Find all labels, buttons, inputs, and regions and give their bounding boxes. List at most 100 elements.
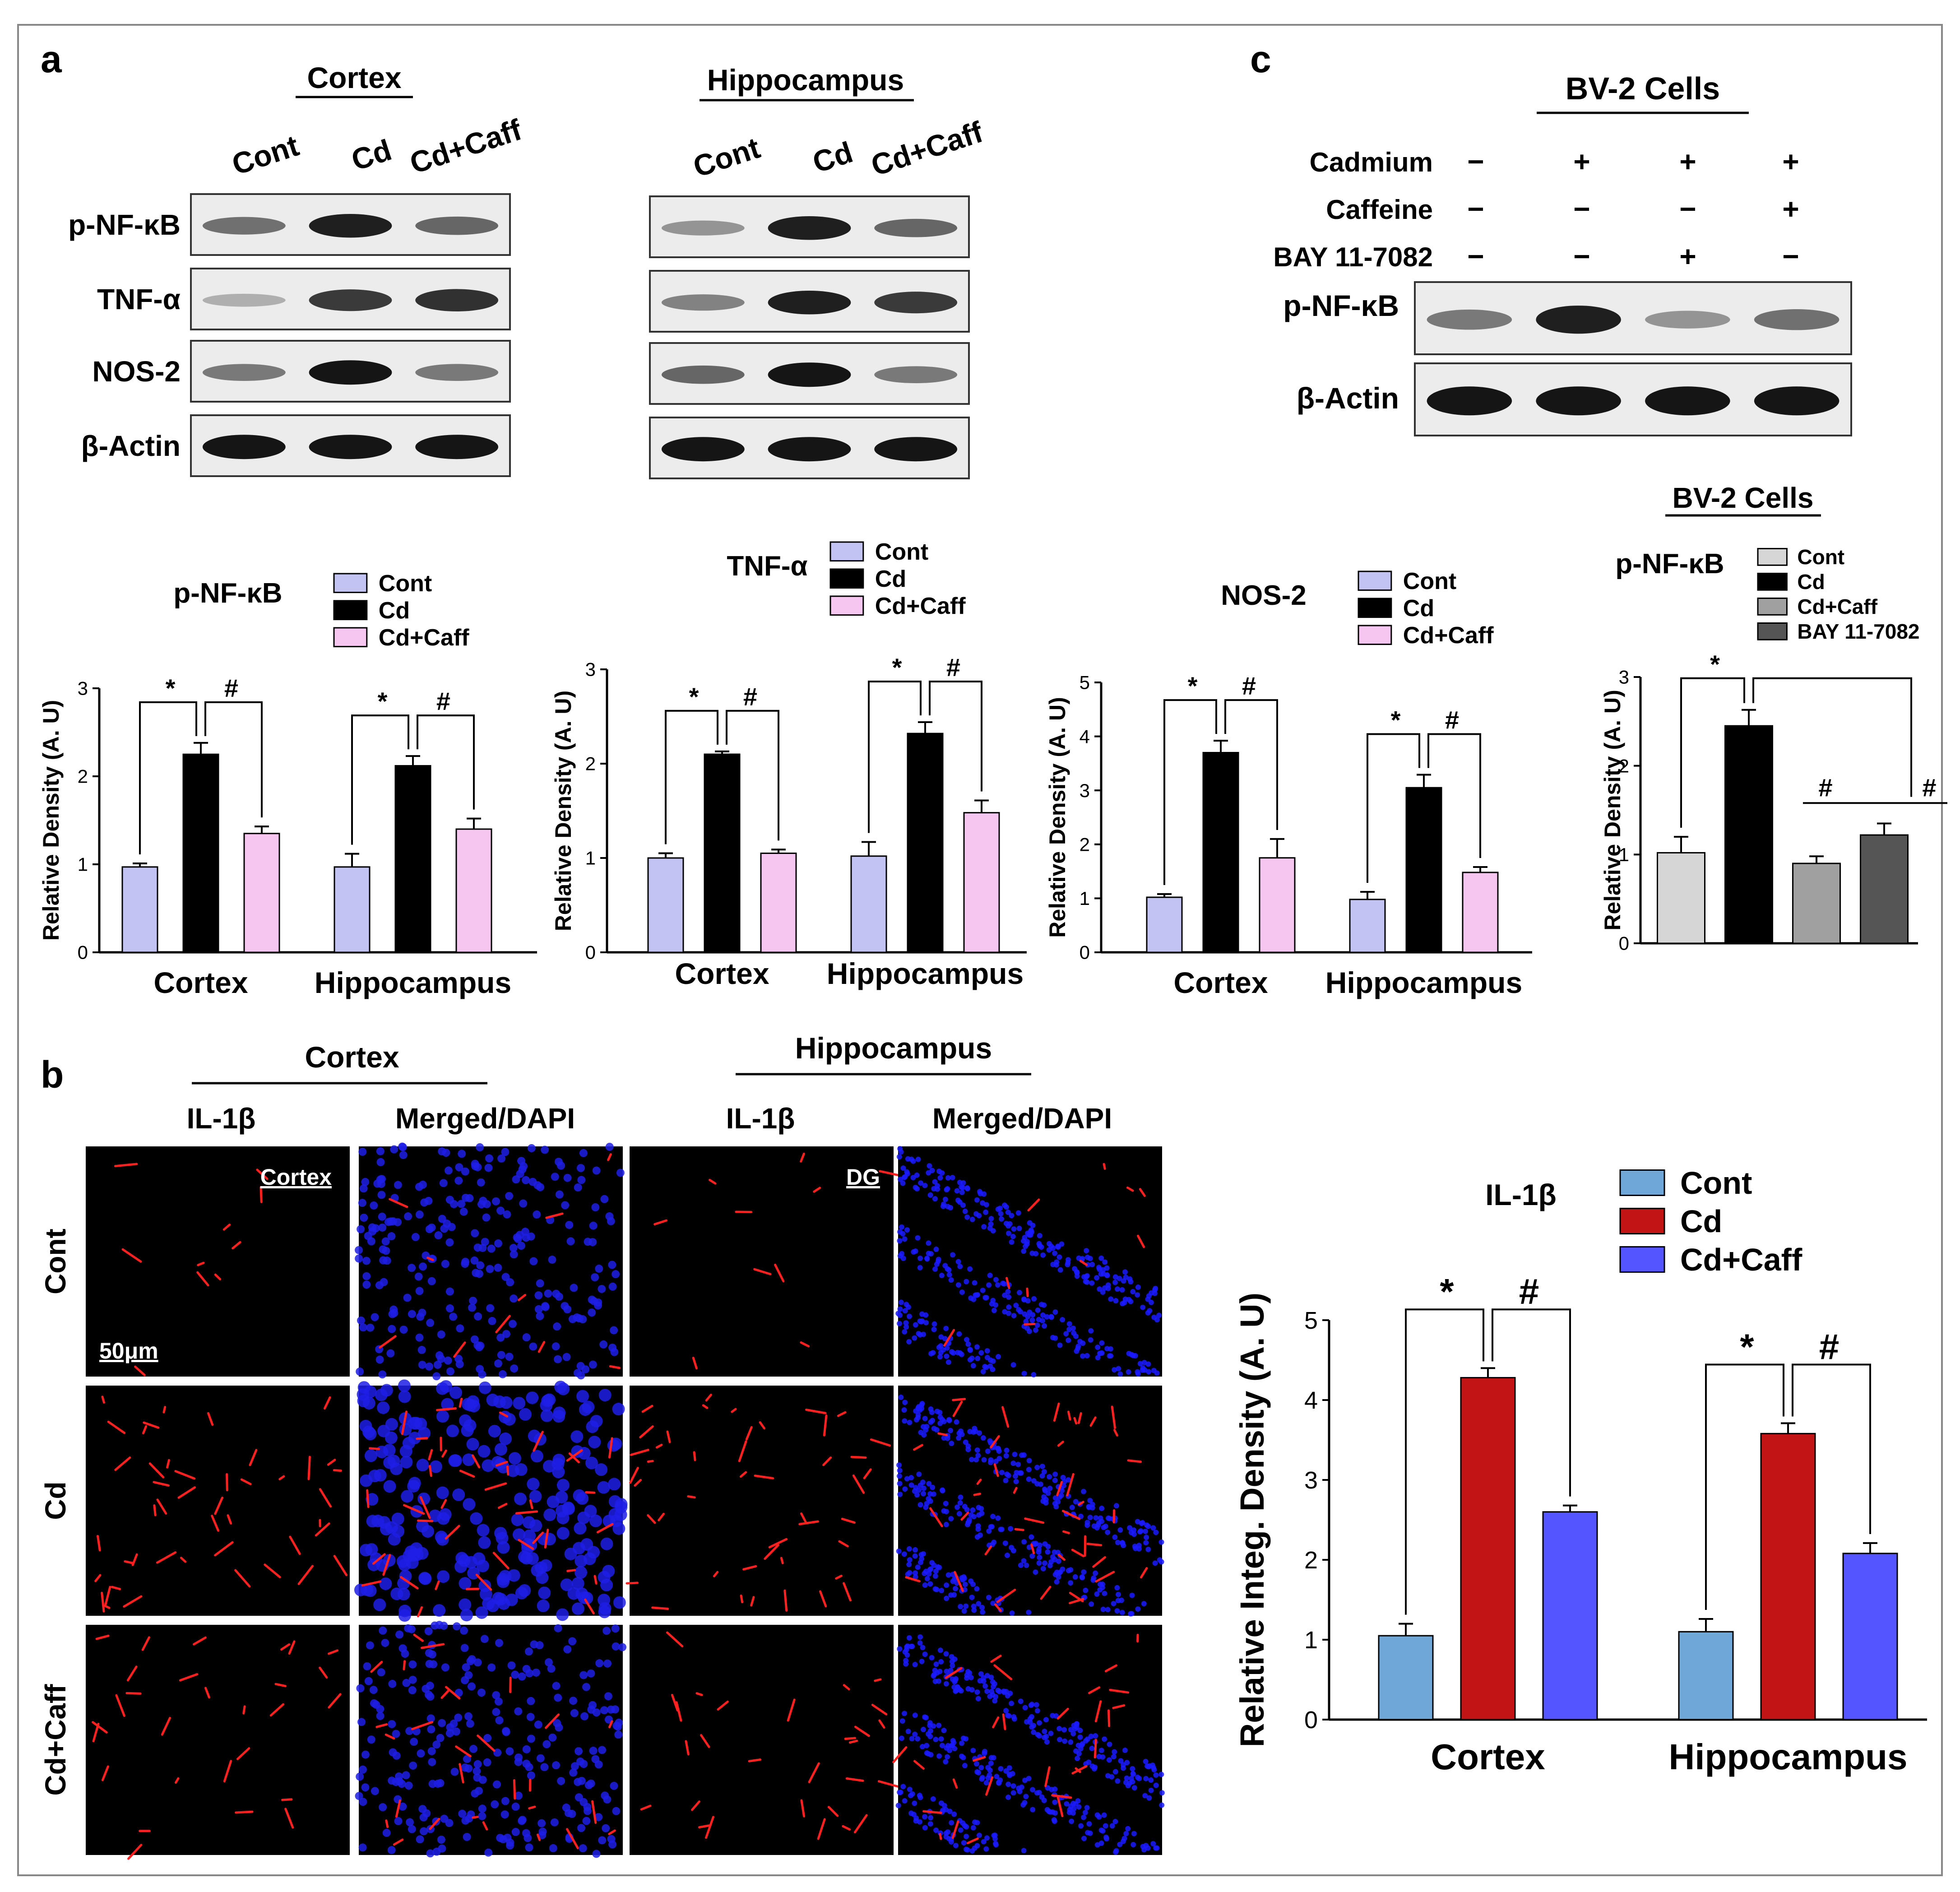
dapi-nucleus bbox=[926, 1481, 932, 1487]
dapi-nucleus bbox=[1020, 1238, 1026, 1244]
dapi-nucleus bbox=[988, 1755, 994, 1761]
dapi-nucleus bbox=[983, 1846, 989, 1852]
il1b-signal bbox=[497, 1502, 508, 1509]
dapi-nucleus bbox=[577, 1176, 586, 1184]
dapi-nucleus bbox=[379, 1256, 388, 1265]
dapi-nucleus bbox=[439, 1179, 448, 1187]
dapi-nucleus bbox=[599, 1340, 608, 1349]
dapi-nucleus bbox=[1009, 1610, 1015, 1616]
dapi-nucleus bbox=[511, 1827, 520, 1836]
il1b-signal bbox=[134, 1365, 146, 1377]
dapi-nucleus bbox=[973, 1457, 979, 1463]
il1b-signal bbox=[1071, 1549, 1085, 1558]
dapi-nucleus bbox=[611, 1705, 620, 1714]
dapi-nucleus bbox=[1077, 1339, 1083, 1345]
dapi-nucleus bbox=[468, 1303, 476, 1312]
il1b-signal bbox=[211, 1515, 220, 1532]
il1b-signal bbox=[327, 1459, 336, 1466]
dapi-nucleus bbox=[946, 1272, 952, 1278]
dapi-nucleus bbox=[418, 1308, 426, 1317]
dapi-nucleus bbox=[1098, 1518, 1104, 1524]
dapi-nucleus bbox=[1100, 1606, 1106, 1612]
dapi-nucleus bbox=[937, 1354, 943, 1360]
dapi-nucleus bbox=[900, 1180, 906, 1186]
dapi-nucleus bbox=[1068, 1727, 1074, 1733]
dapi-nucleus bbox=[1046, 1247, 1052, 1253]
dapi-nucleus bbox=[922, 1182, 928, 1188]
dapi-nucleus bbox=[364, 1677, 373, 1685]
dapi-nucleus bbox=[1036, 1720, 1042, 1726]
dapi-nucleus bbox=[383, 1456, 396, 1469]
legend-swatch bbox=[1619, 1169, 1665, 1196]
il1b-signal bbox=[419, 1496, 431, 1519]
dapi-nucleus bbox=[987, 1363, 993, 1369]
dapi-nucleus bbox=[980, 1368, 986, 1374]
dapi-nucleus bbox=[1054, 1579, 1060, 1585]
il1b-signal bbox=[913, 1444, 923, 1451]
dapi-nucleus bbox=[899, 1718, 905, 1724]
dapi-nucleus bbox=[1087, 1256, 1093, 1261]
il1b-signal bbox=[236, 1747, 250, 1760]
dapi-nucleus bbox=[1135, 1284, 1141, 1290]
blot-band bbox=[874, 437, 958, 462]
dapi-nucleus bbox=[940, 1487, 945, 1493]
dapi-nucleus bbox=[496, 1573, 510, 1586]
dapi-nucleus bbox=[1140, 1367, 1145, 1373]
dapi-nucleus bbox=[1117, 1527, 1123, 1533]
dapi-nucleus bbox=[960, 1755, 966, 1761]
dapi-nucleus bbox=[1006, 1765, 1012, 1771]
dapi-nucleus bbox=[974, 1197, 980, 1203]
il1b-signal bbox=[939, 1833, 942, 1840]
dapi-nucleus bbox=[1137, 1529, 1143, 1535]
dapi-nucleus bbox=[404, 1624, 412, 1632]
dapi-nucleus bbox=[1151, 1314, 1157, 1320]
significance-bracket bbox=[1224, 699, 1278, 830]
il1b-signal bbox=[702, 1404, 709, 1409]
dapi-nucleus bbox=[1031, 1372, 1037, 1377]
il1b-signal bbox=[372, 1553, 386, 1565]
dapi-nucleus bbox=[478, 1536, 491, 1549]
dapi-nucleus bbox=[992, 1698, 998, 1704]
dapi-nucleus bbox=[896, 1321, 902, 1326]
dapi-nucleus bbox=[510, 1294, 518, 1303]
dapi-nucleus bbox=[1065, 1261, 1070, 1267]
dapi-nucleus bbox=[437, 1354, 445, 1363]
dapi-nucleus bbox=[394, 1817, 403, 1825]
legend-swatch bbox=[1358, 570, 1392, 591]
il1b-signal bbox=[269, 1703, 285, 1717]
dapi-nucleus bbox=[1072, 1574, 1078, 1580]
dapi-nucleus bbox=[897, 1229, 903, 1235]
dapi-nucleus bbox=[544, 1289, 552, 1298]
dapi-nucleus bbox=[983, 1364, 989, 1370]
dapi-nucleus bbox=[472, 1269, 480, 1277]
dapi-nucleus bbox=[949, 1820, 955, 1826]
dapi-nucleus bbox=[467, 1682, 476, 1691]
dapi-nucleus bbox=[1148, 1777, 1154, 1783]
dapi-nucleus bbox=[939, 1743, 945, 1748]
dapi-nucleus bbox=[993, 1459, 999, 1465]
dapi-nucleus bbox=[980, 1287, 986, 1293]
dapi-nucleus bbox=[1059, 1488, 1065, 1493]
dapi-nucleus bbox=[563, 1173, 572, 1182]
il1b-signal bbox=[1053, 1402, 1060, 1422]
dapi-nucleus bbox=[1005, 1230, 1011, 1236]
dapi-nucleus bbox=[355, 1246, 363, 1254]
dapi-nucleus bbox=[579, 1760, 588, 1768]
il1b-signal bbox=[204, 1687, 210, 1699]
il1b-signal bbox=[1073, 1417, 1078, 1425]
bar bbox=[1724, 725, 1773, 944]
dapi-nucleus bbox=[359, 1184, 368, 1193]
dapi-nucleus bbox=[948, 1428, 954, 1433]
dapi-nucleus bbox=[404, 1781, 413, 1790]
dapi-nucleus bbox=[553, 1719, 561, 1727]
il1b-signal bbox=[1092, 1556, 1106, 1568]
dapi-nucleus bbox=[1029, 1250, 1035, 1256]
dapi-nucleus bbox=[536, 1754, 545, 1762]
dapi-nucleus bbox=[361, 1750, 370, 1759]
dapi-nucleus bbox=[930, 1484, 936, 1490]
dapi-nucleus bbox=[588, 1360, 597, 1369]
il1b-signal bbox=[666, 1631, 684, 1647]
dapi-nucleus bbox=[518, 1817, 526, 1825]
dapi-nucleus bbox=[1092, 1764, 1098, 1770]
dapi-nucleus bbox=[389, 1217, 398, 1225]
